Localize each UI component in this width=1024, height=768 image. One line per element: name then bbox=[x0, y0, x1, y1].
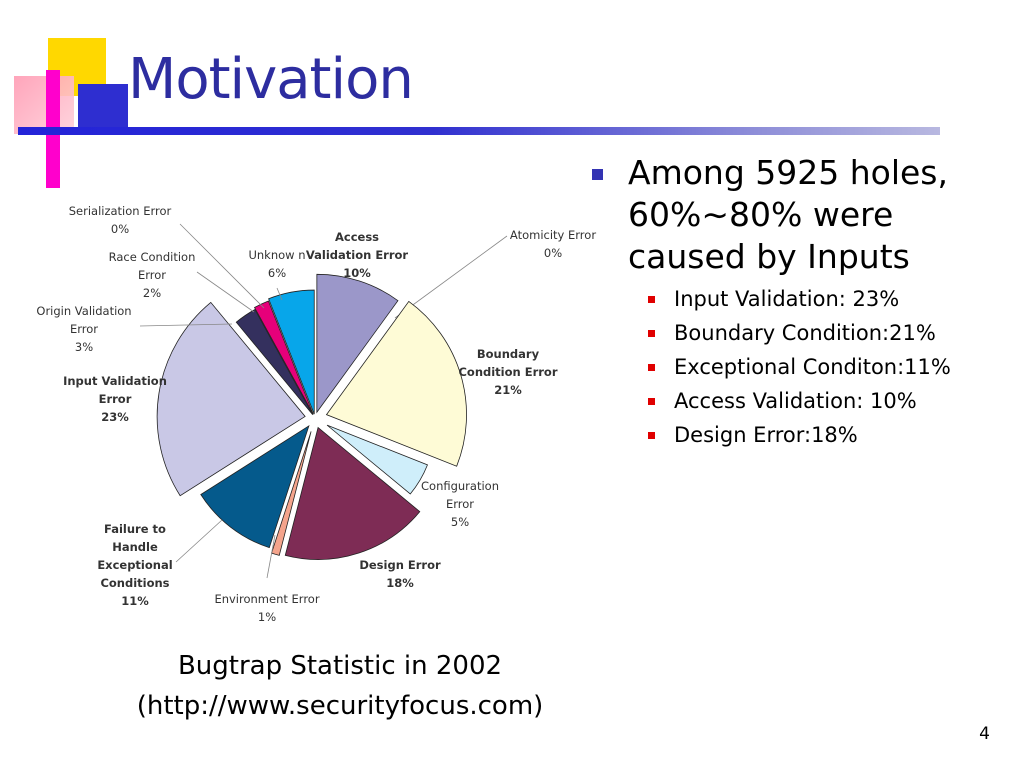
deco-blue-square bbox=[78, 84, 128, 134]
square-bullet-icon bbox=[648, 398, 655, 405]
bullet-main: Among 5925 holes, 60%∼80% were caused by… bbox=[592, 152, 1012, 278]
pie-leader-line bbox=[394, 235, 508, 319]
title-underline bbox=[18, 127, 940, 135]
sub-bullet: Exceptional Conditon:11% bbox=[592, 350, 1012, 384]
page-title: Motivation bbox=[128, 47, 414, 112]
deco-pink-square bbox=[14, 76, 74, 134]
pie-slice bbox=[316, 273, 399, 414]
pie-leader-line bbox=[266, 534, 276, 579]
sub-bullet-text: Input Validation: 23% bbox=[674, 287, 900, 311]
pie-slice-label: Serialization Error 0% bbox=[68, 204, 172, 236]
pie-leader-line bbox=[179, 223, 265, 309]
sub-bullet: Input Validation: 23% bbox=[592, 282, 1012, 316]
square-bullet-icon bbox=[648, 330, 655, 337]
pie-slice bbox=[200, 424, 310, 549]
square-bullet-icon bbox=[648, 432, 655, 439]
pie-leader-line bbox=[175, 519, 223, 563]
pie-slice-label: Unknow n 6% bbox=[248, 248, 306, 280]
sub-bullet: Access Validation: 10% bbox=[592, 384, 1012, 418]
bullet-main-line: Among 5925 holes, bbox=[628, 153, 948, 192]
pie-slice bbox=[326, 424, 428, 495]
pie-slice bbox=[235, 308, 314, 415]
pie-slice bbox=[253, 300, 314, 415]
pie-slice-label: Boundary Condition Error 21% bbox=[458, 347, 558, 397]
pie-slice-label: Atomicity Error 0% bbox=[509, 228, 597, 260]
bullet-main-line: caused by Inputs bbox=[628, 237, 910, 276]
pie-leader-line bbox=[196, 271, 255, 313]
sub-bullet: Boundary Condition:21% bbox=[592, 316, 1012, 350]
pie-slice-label: Environment Error 1% bbox=[214, 592, 320, 624]
pie-slice-label: Input Validation Error 23% bbox=[63, 374, 167, 424]
sub-bullet-text: Boundary Condition:21% bbox=[674, 321, 936, 345]
square-bullet-icon bbox=[648, 364, 655, 371]
sub-bullet-text: Access Validation: 10% bbox=[674, 389, 917, 413]
sub-bullet: Design Error:18% bbox=[592, 418, 1012, 452]
square-bullet-icon bbox=[592, 169, 603, 180]
pie-slice bbox=[156, 301, 306, 497]
pie-slice bbox=[325, 300, 467, 467]
pie-leader-line bbox=[276, 287, 283, 301]
sub-bullet-list: Input Validation: 23% Boundary Condition… bbox=[592, 282, 1012, 452]
sub-bullet-text: Exceptional Conditon:11% bbox=[674, 355, 951, 379]
pie-slice-label: Origin Validation Error 3% bbox=[36, 304, 132, 354]
square-bullet-icon bbox=[648, 296, 655, 303]
pie-slice-label: Race Condition Error 2% bbox=[108, 250, 196, 300]
pie-slice-label: Access Validation Error 10% bbox=[305, 230, 409, 280]
caption-line: Bugtrap Statistic in 2002 bbox=[177, 651, 503, 681]
pie-slice bbox=[284, 426, 421, 560]
pie-chart bbox=[139, 223, 508, 579]
bullet-main-line: 60%∼80% were bbox=[628, 195, 894, 234]
pie-slice-label: Configuration Error 5% bbox=[421, 479, 499, 529]
pie-slice-label: Failure to Handle Exceptional Conditions… bbox=[97, 522, 173, 608]
pie-slice-label: Design Error 18% bbox=[359, 558, 441, 590]
sub-bullet-text: Design Error:18% bbox=[674, 423, 858, 447]
chart-caption: Bugtrap Statistic in 2002 (http://www.se… bbox=[80, 646, 600, 726]
pie-leader-line bbox=[139, 323, 233, 327]
bullet-list: Among 5925 holes, 60%∼80% were caused by… bbox=[592, 152, 1012, 452]
pie-slice bbox=[268, 289, 315, 415]
caption-line: (http://www.securityfocus.com) bbox=[136, 691, 544, 721]
page-number: 4 bbox=[979, 724, 990, 744]
